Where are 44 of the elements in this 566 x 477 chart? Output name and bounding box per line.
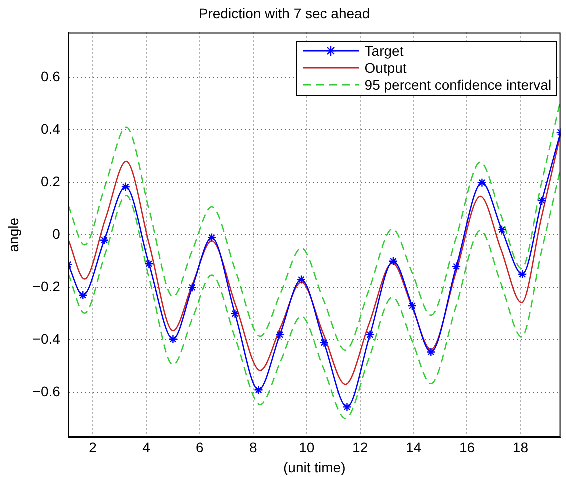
point: [518, 270, 528, 280]
x-tick-label: 14: [406, 440, 422, 456]
point: [388, 256, 398, 266]
point: [188, 283, 198, 292]
point: [168, 334, 178, 344]
point: [100, 236, 110, 245]
point: [276, 330, 285, 340]
point: [426, 348, 436, 357]
y-tick-label: 0: [52, 226, 61, 242]
point: [254, 386, 264, 395]
legend-label: Target: [364, 43, 404, 60]
point: [366, 330, 375, 340]
point: [121, 182, 131, 192]
chart-title: Prediction with 7 sec ahead: [198, 5, 370, 22]
y-tick-label: 0.2: [40, 173, 61, 190]
x-tick-label: 4: [142, 440, 151, 456]
point: [497, 225, 507, 234]
x-tick-label: 10: [299, 440, 315, 456]
point: [342, 402, 352, 412]
x-axis-title: (unit time): [284, 459, 346, 476]
x-tick-label: 6: [196, 440, 204, 456]
point: [144, 259, 154, 269]
x-tick-label: 12: [352, 440, 368, 456]
x-tick-label: 8: [250, 440, 258, 456]
point: [452, 262, 462, 272]
legend-label: Output: [364, 60, 407, 76]
point: [296, 275, 306, 284]
y-tick-label: −0.4: [32, 331, 61, 348]
point: [320, 338, 329, 348]
point: [478, 178, 487, 188]
y-tick-label: 0.6: [40, 68, 61, 84]
y-tick-label: −0.2: [32, 278, 61, 295]
point: [78, 290, 88, 300]
legend-label: 95 percent confidence interval: [364, 77, 552, 94]
x-tick-label: 18: [512, 440, 529, 456]
x-tick-label: 2: [89, 440, 98, 456]
y-tick-label: −0.6: [32, 384, 61, 400]
point: [408, 301, 418, 311]
point: [230, 309, 240, 319]
x-tick-label: 16: [459, 440, 476, 456]
point: [537, 196, 547, 206]
point: [207, 233, 217, 242]
y-axis-title: angle: [5, 218, 22, 252]
y-tick-label: 0.4: [40, 120, 61, 137]
